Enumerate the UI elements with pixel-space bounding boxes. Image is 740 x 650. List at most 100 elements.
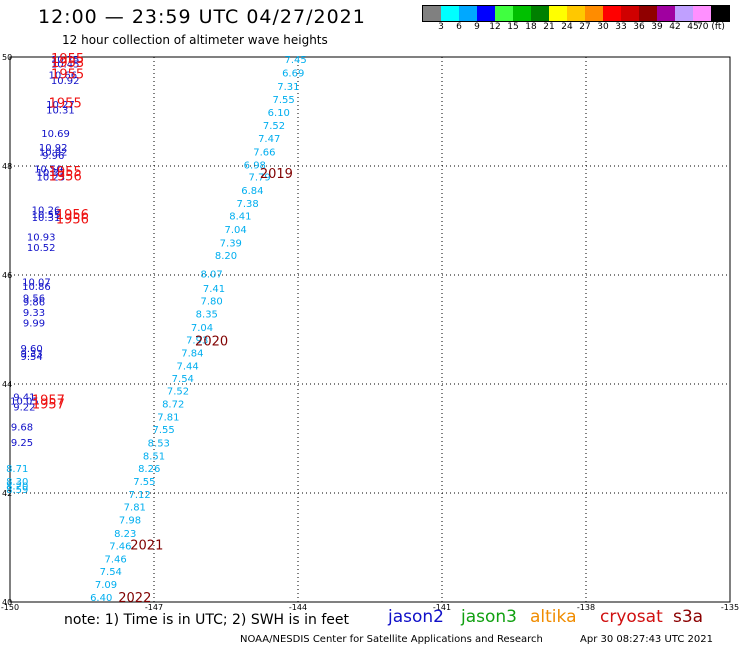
data-point-jason2: 10.92 [39, 147, 68, 158]
data-point-cryosat: 1955 [49, 165, 82, 180]
data-point-jason3: 8.41 [229, 212, 251, 223]
data-point-jason3: 7.79 [248, 172, 270, 183]
y-tick-label: 42 [2, 489, 12, 498]
data-point-jason3: 7.38 [236, 199, 258, 210]
data-point-jason3: 7.66 [253, 147, 275, 158]
footer-timestamp: Apr 30 08:27:43 UTC 2021 [580, 634, 713, 645]
data-point-jason3: 7.55 [133, 477, 155, 488]
color-scale-label: 12 [489, 22, 501, 32]
x-tick-label: -138 [577, 603, 595, 612]
legend-altika: altika [530, 607, 577, 627]
color-scale-label: 27 [579, 22, 591, 32]
data-point-jason3: 8.35 [196, 310, 218, 321]
legend-jason3: jason3 [461, 607, 517, 627]
color-swatch [549, 6, 567, 21]
x-tick-label: -147 [145, 603, 163, 612]
color-scale-label: 18 [525, 22, 537, 32]
data-point-jason2: 9.22 [13, 402, 35, 413]
data-point-s3a: 2022 [118, 591, 151, 606]
data-point-jason2: 10.23 [36, 172, 65, 183]
color-swatch [531, 6, 549, 21]
data-point-jason2: 10.07 [22, 278, 51, 289]
color-scale-label: 9 [474, 22, 480, 32]
color-swatch [621, 6, 639, 21]
data-point-cryosat: 1956 [56, 212, 89, 227]
data-point-jason2: 9.99 [23, 318, 45, 329]
data-point-cryosat: 1955 [51, 67, 84, 82]
data-point-jason3: 6.10 [268, 108, 290, 119]
data-labels: 10.7510.4510.6610.9210.2710.3110.6910.92… [6, 52, 307, 606]
color-swatch [639, 6, 657, 21]
data-point-jason3: 7.81 [124, 503, 146, 514]
data-point-jason2: 9.25 [11, 438, 33, 449]
data-point-jason3: 8.51 [143, 451, 165, 462]
data-point-jason3: 7.54 [100, 567, 122, 578]
data-point-jason2: 9.96 [42, 151, 64, 162]
data-point-jason3: 7.41 [203, 284, 225, 295]
data-point-jason3: 7.31 [277, 82, 299, 93]
data-point-jason3: 8.71 [6, 464, 28, 475]
color-scale-label: 42 [669, 22, 681, 32]
data-point-jason2: 10.93 [27, 232, 56, 243]
color-scale-label: 30 [597, 22, 609, 32]
data-point-jason3: 7.80 [200, 297, 222, 308]
x-tick-label: -141 [433, 603, 451, 612]
data-point-jason2: 9.33 [23, 308, 45, 319]
data-point-jason2: 10.92 [51, 76, 80, 87]
data-point-jason2: 9.54 [20, 352, 42, 363]
chart-title: 12:00 — 23:59 UTC 04/27/2021 [38, 6, 366, 28]
data-point-jason3: 7.39 [220, 238, 242, 249]
color-swatch [711, 6, 729, 21]
data-point-cryosat: 1957 [32, 398, 65, 413]
data-point-cryosat: 1956 [56, 208, 89, 223]
data-point-jason2: 10.92 [39, 143, 68, 154]
data-point-jason3: 8.26 [138, 464, 160, 475]
color-swatch [603, 6, 621, 21]
data-point-jason3: 7.45 [284, 55, 306, 66]
data-point-cryosat: 1955 [51, 52, 84, 67]
color-swatch [477, 6, 495, 21]
color-scale-label: 21 [543, 22, 555, 32]
data-point-jason3: 7.44 [176, 361, 198, 372]
data-point-jason3: 7.98 [119, 516, 141, 527]
data-point-jason2: 10.50 [34, 165, 63, 176]
data-point-cryosat: 1953 [51, 56, 84, 71]
data-point-jason3: 7.09 [95, 580, 117, 591]
data-point-jason2: 10.55 [32, 210, 61, 221]
chart-subtitle: 12 hour collection of altimeter wave hei… [62, 33, 328, 47]
data-point-s3a: 2019 [260, 167, 293, 182]
data-point-jason2: 10.75 [51, 55, 80, 66]
data-point-jason3: 8.59 [6, 485, 28, 496]
y-tick-label: 50 [2, 53, 12, 62]
data-point-jason3: 7.46 [109, 541, 131, 552]
color-scale-label: 24 [561, 22, 573, 32]
color-scale-label: 70 (ft) [697, 22, 725, 32]
data-point-jason3: 7.12 [128, 490, 150, 501]
data-point-jason3: 7.47 [258, 134, 280, 145]
color-scale-label: 15 [507, 22, 519, 32]
color-swatch [459, 6, 477, 21]
data-point-jason3: 8.30 [6, 477, 28, 488]
color-swatch [495, 6, 513, 21]
color-swatch [441, 6, 459, 21]
x-tick-label: -150 [1, 603, 19, 612]
y-tick-label: 46 [2, 271, 12, 280]
color-scale-label: 36 [633, 22, 645, 32]
data-point-jason2: 10.37 [36, 168, 65, 179]
data-point-jason2: 10.26 [32, 206, 61, 217]
data-point-jason3: 7.81 [157, 413, 179, 424]
y-tick-label: 48 [2, 162, 12, 171]
data-point-jason3: 7.55 [272, 95, 294, 106]
data-point-jason3: 7.55 [152, 425, 174, 436]
data-point-cryosat: 1956 [49, 169, 82, 184]
data-point-jason3: 7.52 [167, 387, 189, 398]
data-point-jason2: 9.33 [20, 349, 42, 360]
color-swatch [693, 6, 711, 21]
data-point-jason2: 9.86 [23, 298, 45, 309]
data-point-jason3: 8.07 [200, 269, 222, 280]
data-point-jason3: 6.69 [282, 68, 304, 79]
axis-ticks: -150 -147 -144 -141 -138 -135 50 48 46 44 42 40 [1, 53, 739, 612]
color-scale-label: 33 [615, 22, 627, 32]
data-point-jason3: 7.04 [224, 225, 246, 236]
data-point-jason2: 9.56 [23, 293, 45, 304]
